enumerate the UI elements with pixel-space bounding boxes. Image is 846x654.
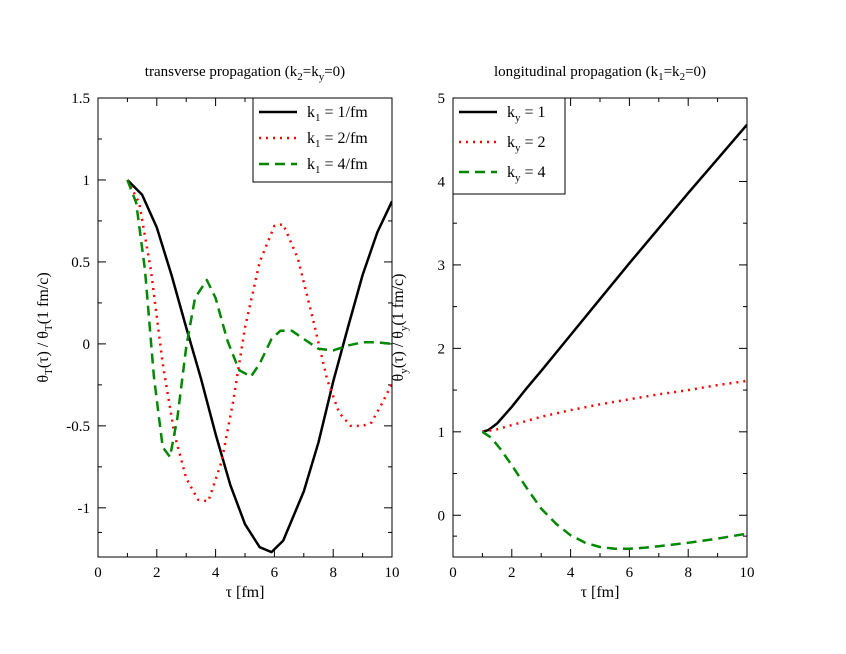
legend-label-2: k1 = 2/fm — [307, 130, 368, 150]
legend-label-1: ky = 1 — [507, 104, 546, 124]
y-label-subscript: y — [398, 325, 410, 331]
y-tick-label: 0.5 — [71, 255, 90, 271]
legend-text: k — [307, 156, 315, 173]
y-label-subscript: T — [43, 368, 55, 375]
legend-subscript: y — [515, 142, 521, 154]
series-line-1 — [482, 123, 747, 434]
y-tick-label: 0 — [438, 508, 446, 524]
chart-panel-2: longitudinal propagation (k1=k2=0)0 2 4 6 8 1… — [390, 64, 755, 601]
legend-text: = 1 — [521, 104, 546, 121]
x-tick-label: 6 — [626, 565, 634, 581]
y-tick-label: -0.5 — [66, 419, 90, 435]
legend-text: k — [507, 104, 515, 121]
y-label-text: (1 fm/c) — [390, 274, 407, 326]
y-axis-label: θy(τ) / θy(1 fm/c) — [390, 274, 410, 382]
legend-text: = 2/fm — [321, 130, 369, 147]
legend-text: k — [507, 164, 515, 181]
legend-text: = 2 — [521, 134, 546, 151]
legend-box — [452, 97, 566, 195]
title-subscript: 2 — [297, 71, 303, 83]
y-label-text: θ — [390, 374, 407, 382]
y-tick-label: 1 — [83, 173, 91, 189]
x-tick-label: 6 — [271, 565, 279, 581]
y-tick-label: -1 — [78, 501, 91, 517]
y-label-text: (1 fm/c) — [35, 272, 52, 324]
legend-text: = 4 — [521, 164, 546, 181]
x-tick-label: 4 — [567, 565, 575, 581]
title-text: =0) — [685, 64, 706, 80]
series-line-1 — [126, 179, 392, 554]
legend-text: = 4/fm — [321, 156, 369, 173]
legend-subscript: y — [515, 172, 521, 184]
title-text: transverse propagation (k — [145, 64, 298, 80]
chart-panel-1: transverse propagation (k2=ky=0)0 2 4 6 8 10-… — [35, 64, 400, 601]
legend-label-1: k1 = 1/fm — [307, 104, 368, 124]
y-axis-label: θT(τ) / θT(1 fm/c) — [35, 272, 55, 382]
x-tick-label: 0 — [94, 565, 102, 581]
x-tick-label: 10 — [740, 565, 755, 581]
legend-subscript: 1 — [315, 112, 321, 124]
y-label-subscript: y — [398, 368, 410, 374]
legend-subscript: 1 — [315, 164, 321, 176]
y-label-text: θ — [35, 375, 52, 383]
legend-label-3: ky = 4 — [507, 164, 546, 184]
x-tick-label: 10 — [385, 565, 400, 581]
y-tick-label: 5 — [438, 91, 446, 107]
legend-label-2: ky = 2 — [507, 134, 546, 154]
y-tick-label: 2 — [438, 341, 446, 357]
legend: ky = 1ky = 2ky = 4 — [452, 97, 566, 195]
title-text: longitudinal propagation (k — [494, 64, 659, 80]
series-line-3 — [126, 179, 392, 459]
x-tick-label: 8 — [329, 565, 337, 581]
y-tick-label: 3 — [438, 258, 446, 274]
y-label-text: (τ) / θ — [35, 331, 52, 368]
y-tick-label: 1.5 — [71, 91, 90, 107]
plot-frame — [97, 97, 393, 558]
legend-subscript: 1 — [315, 138, 321, 150]
title-text: =k — [664, 64, 680, 80]
title-text: =k — [303, 64, 319, 80]
title-subscript: 2 — [680, 71, 686, 83]
series-line-3 — [481, 430, 747, 550]
y-tick-label: 0 — [83, 337, 91, 353]
title-text: =0) — [324, 64, 345, 80]
x-axis-label: τ [fm] — [581, 584, 620, 601]
legend-text: = 1/fm — [321, 104, 369, 121]
x-tick-label: 4 — [212, 565, 220, 581]
series-line-2 — [482, 379, 747, 434]
legend-label-3: k1 = 4/fm — [307, 156, 368, 176]
x-tick-label: 2 — [508, 565, 516, 581]
legend-text: k — [507, 134, 515, 151]
y-tick-label: 4 — [438, 174, 446, 190]
title-subscript: 1 — [658, 71, 664, 83]
x-tick-label: 0 — [449, 565, 457, 581]
title-subscript: y — [319, 71, 325, 83]
plot-frame — [452, 97, 748, 558]
legend-text: k — [307, 104, 315, 121]
y-label-text: (τ) / θ — [390, 331, 407, 368]
y-tick-label: 1 — [438, 425, 446, 441]
chart-title: longitudinal propagation (k1=k2=0) — [494, 64, 706, 83]
legend-text: k — [307, 130, 315, 147]
x-tick-label: 2 — [153, 565, 161, 581]
chart-title: transverse propagation (k2=ky=0) — [145, 64, 345, 83]
legend-subscript: y — [515, 112, 521, 124]
x-axis-label: τ [fm] — [226, 584, 265, 601]
x-tick-label: 8 — [684, 565, 692, 581]
y-label-subscript: T — [43, 324, 55, 331]
